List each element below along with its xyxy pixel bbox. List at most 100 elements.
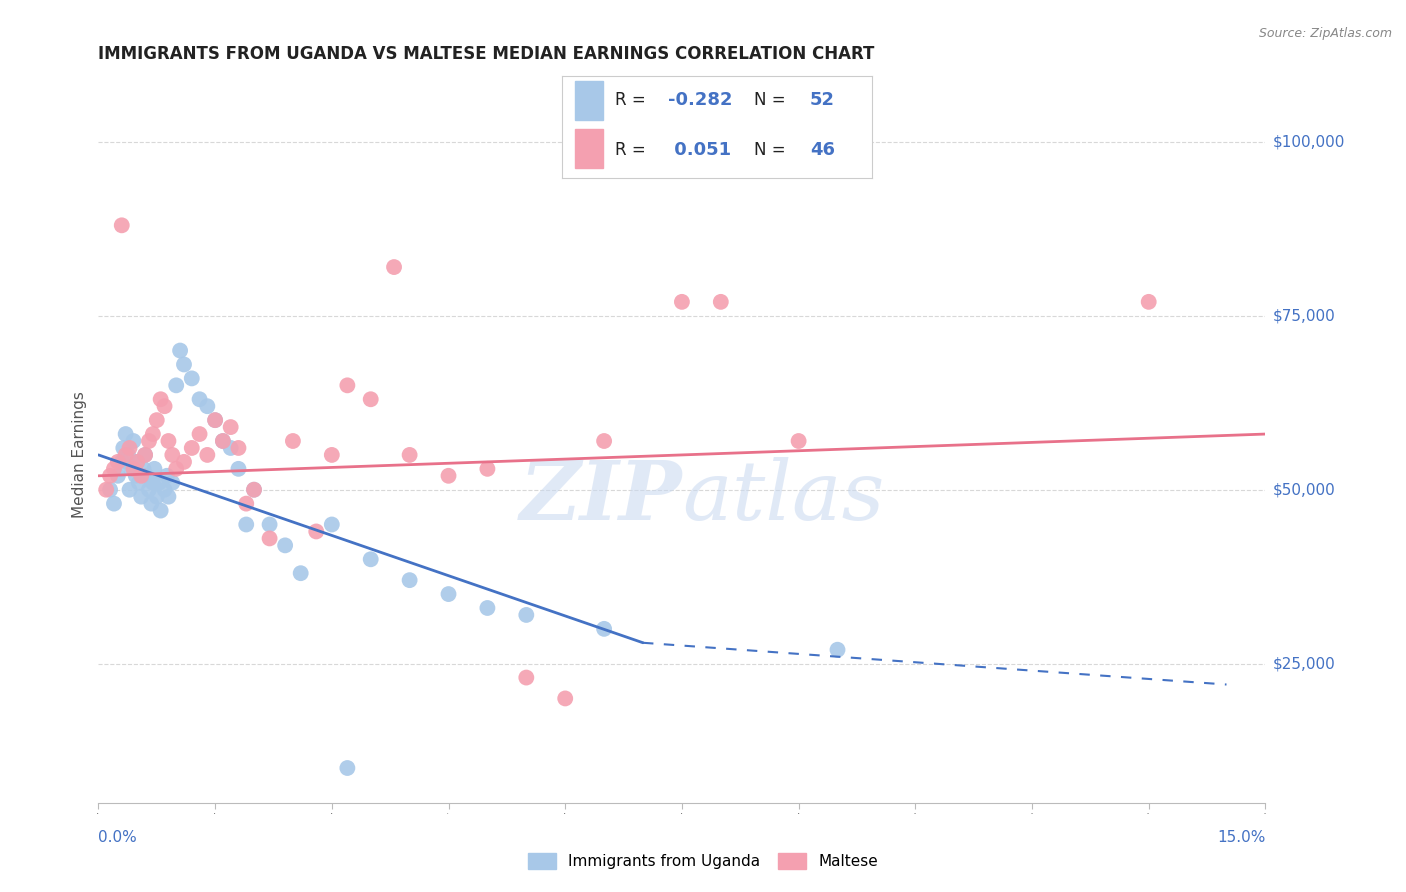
Point [360, 552, 382, 566]
Bar [575, 129, 603, 168]
Point [134, 448, 156, 462]
Point [142, 427, 165, 442]
Point [129, 490, 152, 504]
Point [122, 462, 145, 476]
Point [593, 434, 616, 448]
Point [515, 671, 537, 685]
Point [259, 517, 281, 532]
Point [437, 587, 460, 601]
Point [827, 642, 849, 657]
Point [360, 392, 382, 407]
Point [114, 427, 136, 442]
Text: Source: ZipAtlas.com: Source: ZipAtlas.com [1258, 27, 1392, 40]
Text: IMMIGRANTS FROM UGANDA VS MALTESE MEDIAN EARNINGS CORRELATION CHART: IMMIGRANTS FROM UGANDA VS MALTESE MEDIAN… [98, 45, 875, 62]
Point [195, 448, 218, 462]
Point [165, 378, 187, 392]
Point [477, 601, 499, 615]
Point [398, 573, 420, 587]
Point [554, 691, 576, 706]
Point [111, 219, 134, 233]
Point [228, 441, 250, 455]
Point [382, 260, 405, 274]
Point [149, 503, 172, 517]
Text: 0.051: 0.051 [668, 141, 731, 159]
Point [153, 483, 176, 497]
Point [127, 455, 149, 469]
Point [120, 462, 142, 476]
Point [134, 448, 156, 462]
Text: $100,000: $100,000 [1272, 135, 1344, 149]
Point [162, 448, 184, 462]
Point [162, 475, 184, 490]
Point [1137, 294, 1160, 309]
Point [141, 497, 163, 511]
Text: $25,000: $25,000 [1272, 657, 1336, 671]
Point [128, 475, 150, 490]
Point [243, 483, 266, 497]
Point [157, 490, 180, 504]
Point [107, 455, 129, 469]
Point [165, 462, 187, 476]
Point [219, 420, 242, 434]
Bar [575, 81, 603, 120]
Point [118, 441, 141, 455]
Point [127, 455, 149, 469]
Point [321, 448, 343, 462]
Point [321, 517, 343, 532]
Point [195, 399, 218, 413]
Point [156, 468, 179, 483]
Point [593, 622, 616, 636]
Point [235, 517, 257, 532]
Point [259, 532, 281, 546]
Point [117, 448, 139, 462]
Point [180, 441, 202, 455]
Point [336, 378, 359, 392]
Point [173, 358, 195, 372]
Text: 15.0%: 15.0% [1218, 830, 1265, 845]
Point [188, 427, 211, 442]
Point [143, 462, 166, 476]
Legend: Immigrants from Uganda, Maltese: Immigrants from Uganda, Maltese [522, 847, 884, 875]
Text: -0.282: -0.282 [668, 92, 733, 110]
Point [111, 455, 134, 469]
Point [135, 468, 157, 483]
Point [235, 497, 257, 511]
Text: N =: N = [754, 141, 792, 159]
Point [125, 468, 148, 483]
Text: 0.0%: 0.0% [98, 830, 138, 845]
Point [98, 483, 121, 497]
Text: 46: 46 [810, 141, 835, 159]
Point [173, 455, 195, 469]
Point [153, 399, 176, 413]
Point [148, 475, 170, 490]
Point [228, 462, 250, 476]
Point [103, 497, 125, 511]
Point [138, 483, 160, 497]
Text: N =: N = [754, 92, 792, 110]
Point [188, 392, 211, 407]
Point [212, 434, 235, 448]
Point [96, 483, 118, 497]
Point [146, 413, 169, 427]
Point [281, 434, 304, 448]
Point [129, 468, 152, 483]
Point [243, 483, 266, 497]
Point [787, 434, 810, 448]
Point [336, 761, 359, 775]
Point [274, 538, 297, 552]
Point [477, 462, 499, 476]
Point [204, 413, 226, 427]
Text: R =: R = [614, 141, 651, 159]
Point [219, 441, 242, 455]
Point [180, 371, 202, 385]
Point [290, 566, 312, 581]
Text: ZIP: ZIP [519, 457, 682, 537]
Y-axis label: Median Earnings: Median Earnings [72, 392, 87, 518]
Text: atlas: atlas [682, 457, 884, 537]
Point [169, 343, 191, 358]
Point [515, 607, 537, 622]
Point [142, 475, 165, 490]
Point [138, 434, 160, 448]
Point [305, 524, 328, 539]
Point [118, 483, 141, 497]
